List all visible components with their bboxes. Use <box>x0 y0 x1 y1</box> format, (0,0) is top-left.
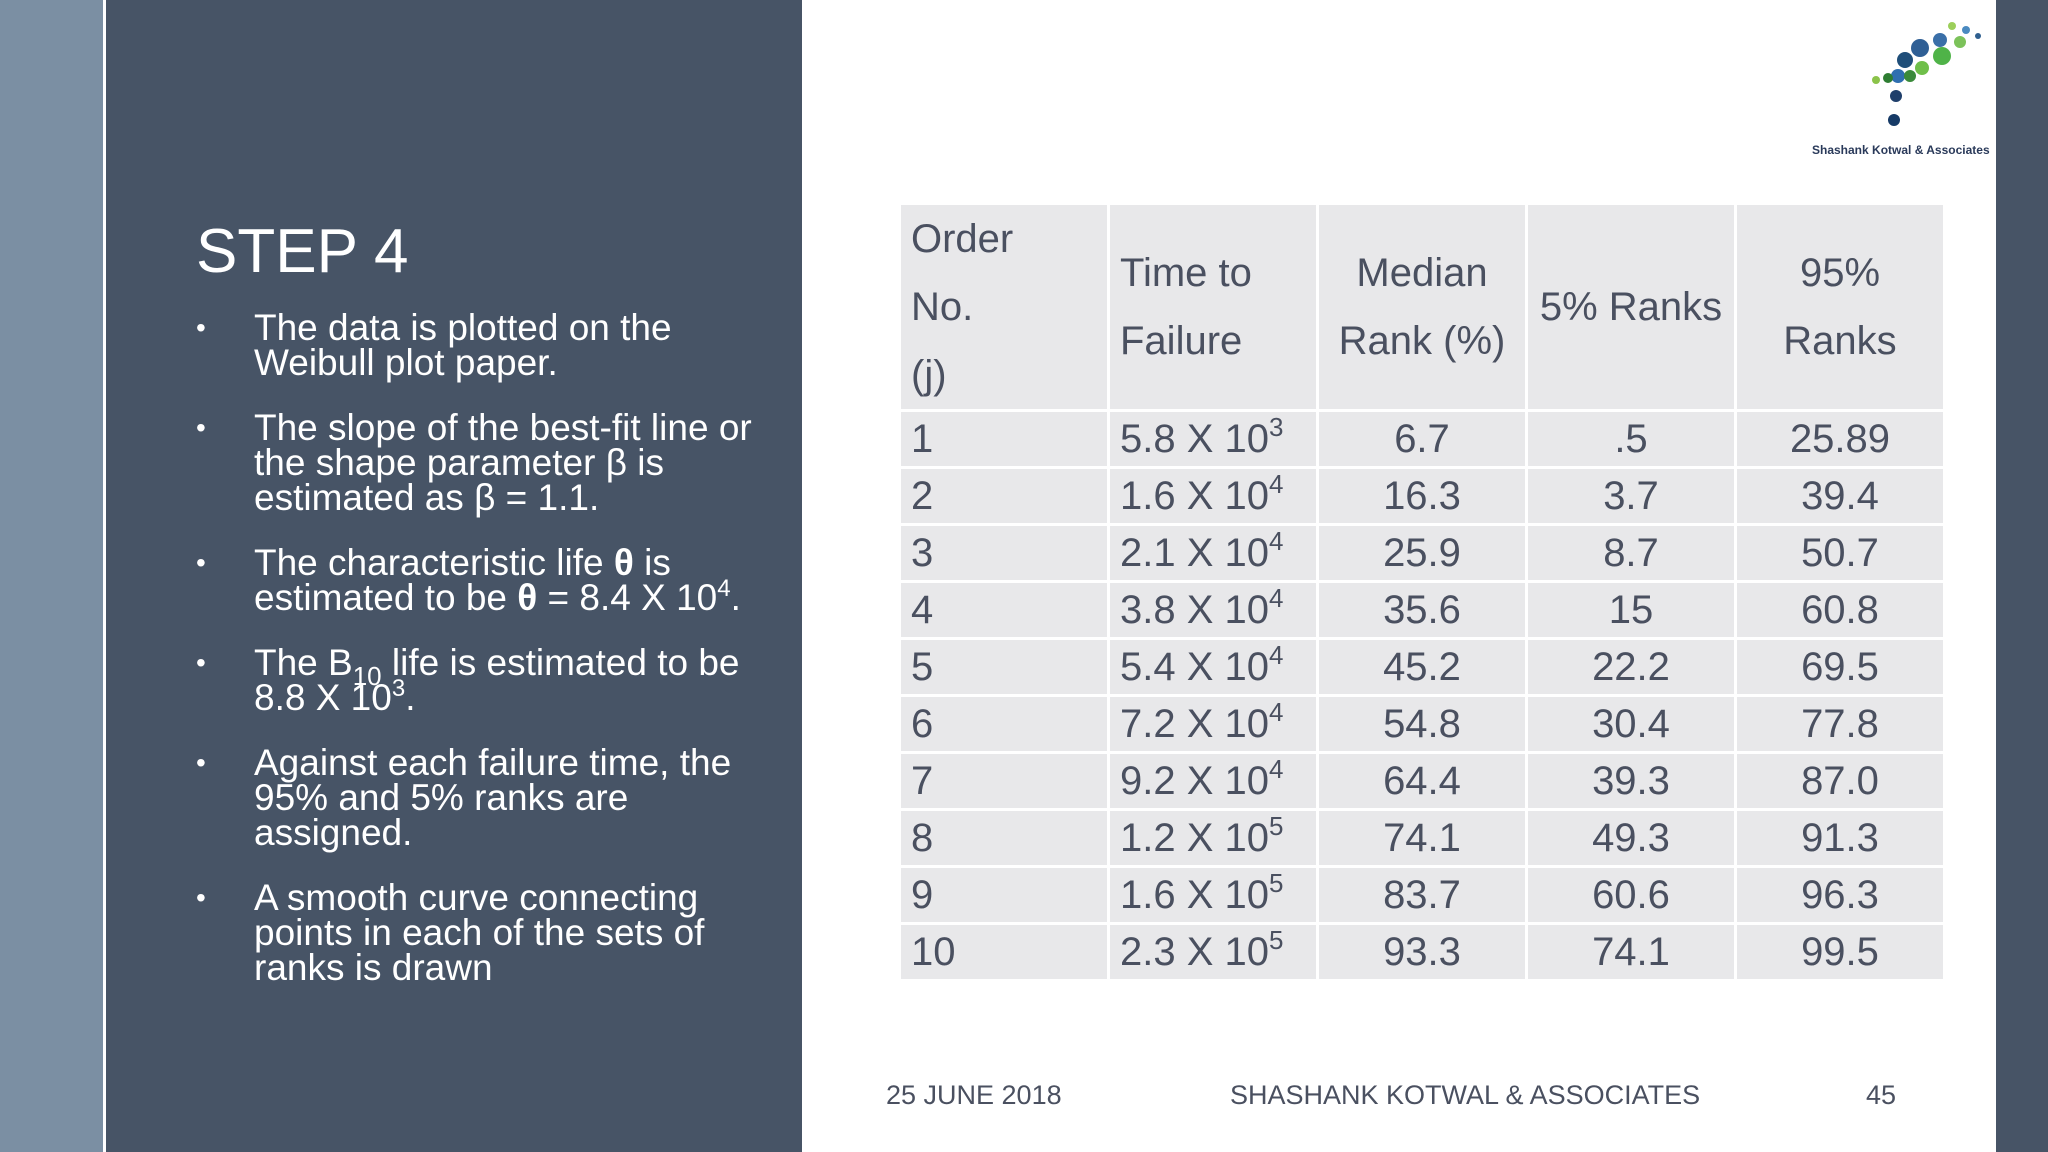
cell-95-rank: 91.3 <box>1734 808 1946 868</box>
bullet-text: The slope of the best-fit line or the sh… <box>254 407 752 518</box>
table-row: 7 9.2 X 104 64.4 39.3 87.0 <box>898 751 1946 811</box>
cell-time-to-failure: 3.8 X 104 <box>1107 580 1319 640</box>
header-order: Order No. (j) <box>898 202 1110 412</box>
cell-time-to-failure: 7.2 X 104 <box>1107 694 1319 754</box>
cell-median-rank: 16.3 <box>1316 466 1528 526</box>
bullet-text: The characteristic life θ is estimated t… <box>254 542 741 618</box>
logo-caption: Shashank Kotwal & Associates <box>1812 143 1990 157</box>
bullet-text: Against each failure time, the 95% and 5… <box>254 742 732 853</box>
table-body: 1 5.8 X 103 6.7.5 25.89 2 1.6 X 104 16.3 3.7 39.… <box>898 409 1946 982</box>
cell-time-to-failure: 5.4 X 104 <box>1107 637 1319 697</box>
cell-median-rank: 74.1 <box>1316 808 1528 868</box>
header-5-ranks: 5% Ranks <box>1525 202 1737 412</box>
slide-title: STEP 4 <box>196 217 409 286</box>
bullet-dot-icon: • <box>196 647 206 678</box>
table-row: 5 5.4 X 104 45.2 22.2 69.5 <box>898 637 1946 697</box>
cell-median-rank: 83.7 <box>1316 865 1528 925</box>
cell-time-to-failure: 2.1 X 104 <box>1107 523 1319 583</box>
cell-95-rank: 25.89 <box>1734 409 1946 469</box>
cell-order: 6 <box>898 694 1110 754</box>
table-row: 9 1.6 X 105 83.7 60.6 96.3 <box>898 865 1946 925</box>
cell-time-to-failure: 9.2 X 104 <box>1107 751 1319 811</box>
cell-order: 5 <box>898 637 1110 697</box>
ranks-table: Order No. (j) Time to Failure Median Rank… <box>898 202 1946 982</box>
cell-median-rank: 45.2 <box>1316 637 1528 697</box>
cell-median-rank: 54.8 <box>1316 694 1528 754</box>
cell-95-rank: 60.8 <box>1734 580 1946 640</box>
bullet-text: The data is plotted on the Weibull plot … <box>254 307 672 383</box>
page-number: 45 <box>1866 1080 1897 1110</box>
bullet-dot-icon: • <box>196 747 206 778</box>
table-header-row: Order No. (j) Time to Failure Median Rank… <box>898 202 1946 412</box>
company-logo <box>1872 22 1981 126</box>
bullet-text: The B10 life is estimated to be 8.8 X 10… <box>254 642 740 718</box>
cell-median-rank: 6.7 <box>1316 409 1528 469</box>
cell-median-rank: 64.4 <box>1316 751 1528 811</box>
bullet-dot-icon: • <box>196 312 206 343</box>
cell-5-rank: 60.6 <box>1525 865 1737 925</box>
cell-median-rank: 35.6 <box>1316 580 1528 640</box>
bullet-text: A smooth curve connecting points in each… <box>254 877 705 988</box>
cell-time-to-failure: 1.2 X 105 <box>1107 808 1319 868</box>
cell-5-rank: 49.3 <box>1525 808 1737 868</box>
cell-order: 9 <box>898 865 1110 925</box>
bullet-item: • The data is plotted on the Weibull plo… <box>196 307 756 383</box>
bullet-dot-icon: • <box>196 882 206 913</box>
cell-95-rank: 99.5 <box>1734 922 1946 982</box>
bullet-dot-icon: • <box>196 412 206 443</box>
cell-median-rank: 93.3 <box>1316 922 1528 982</box>
cell-5-rank: 15 <box>1525 580 1737 640</box>
cell-95-rank: 50.7 <box>1734 523 1946 583</box>
cell-median-rank: 25.9 <box>1316 523 1528 583</box>
bullet-item: • The slope of the best-fit line or the … <box>196 407 756 518</box>
cell-95-rank: 77.8 <box>1734 694 1946 754</box>
cell-order: 8 <box>898 808 1110 868</box>
cell-5-rank: .5 <box>1525 409 1737 469</box>
cell-95-rank: 39.4 <box>1734 466 1946 526</box>
table-row: 4 3.8 X 104 35.6 15 60.8 <box>898 580 1946 640</box>
header-median-rank: Median Rank (%) <box>1316 202 1528 412</box>
bullet-item: • A smooth curve connecting points in ea… <box>196 877 756 988</box>
cell-order: 1 <box>898 409 1110 469</box>
cell-95-rank: 87.0 <box>1734 751 1946 811</box>
left-accent-strip <box>0 0 103 1152</box>
cell-95-rank: 69.5 <box>1734 637 1946 697</box>
cell-time-to-failure: 1.6 X 104 <box>1107 466 1319 526</box>
table-row: 10 2.3 X 105 93.3 74.1 99.5 <box>898 922 1946 982</box>
bullet-dot-icon: • <box>196 547 206 578</box>
table-row: 8 1.2 X 105 74.1 49.3 91.3 <box>898 808 1946 868</box>
cell-time-to-failure: 2.3 X 105 <box>1107 922 1319 982</box>
table-row: 2 1.6 X 104 16.3 3.7 39.4 <box>898 466 1946 526</box>
cell-5-rank: 3.7 <box>1525 466 1737 526</box>
table-row: 1 5.8 X 103 6.7.5 25.89 <box>898 409 1946 469</box>
bullet-item: • The characteristic life θ is estimated… <box>196 542 756 618</box>
cell-5-rank: 39.3 <box>1525 751 1737 811</box>
footer-company: SHASHANK KOTWAL & ASSOCIATES <box>1230 1080 1701 1110</box>
cell-order: 2 <box>898 466 1110 526</box>
cell-time-to-failure: 5.8 X 103 <box>1107 409 1319 469</box>
right-accent-strip <box>1996 0 2048 1152</box>
footer-date: 25 JUNE 2018 <box>886 1080 1062 1110</box>
bullet-list: • The data is plotted on the Weibull plo… <box>196 307 756 1015</box>
header-95-ranks: 95% Ranks <box>1734 202 1946 412</box>
content-panel <box>106 0 802 1152</box>
table-row: 3 2.1 X 104 25.9 8.7 50.7 <box>898 523 1946 583</box>
cell-95-rank: 96.3 <box>1734 865 1946 925</box>
cell-5-rank: 22.2 <box>1525 637 1737 697</box>
table-row: 6 7.2 X 104 54.8 30.4 77.8 <box>898 694 1946 754</box>
cell-order: 10 <box>898 922 1110 982</box>
left-divider-line <box>103 0 106 1152</box>
header-time-to-failure: Time to Failure <box>1107 202 1319 412</box>
cell-order: 4 <box>898 580 1110 640</box>
cell-5-rank: 74.1 <box>1525 922 1737 982</box>
cell-order: 7 <box>898 751 1110 811</box>
cell-order: 3 <box>898 523 1110 583</box>
cell-5-rank: 8.7 <box>1525 523 1737 583</box>
cell-5-rank: 30.4 <box>1525 694 1737 754</box>
bullet-item: • Against each failure time, the 95% and… <box>196 742 756 853</box>
bullet-item: • The B10 life is estimated to be 8.8 X … <box>196 642 756 718</box>
cell-time-to-failure: 1.6 X 105 <box>1107 865 1319 925</box>
